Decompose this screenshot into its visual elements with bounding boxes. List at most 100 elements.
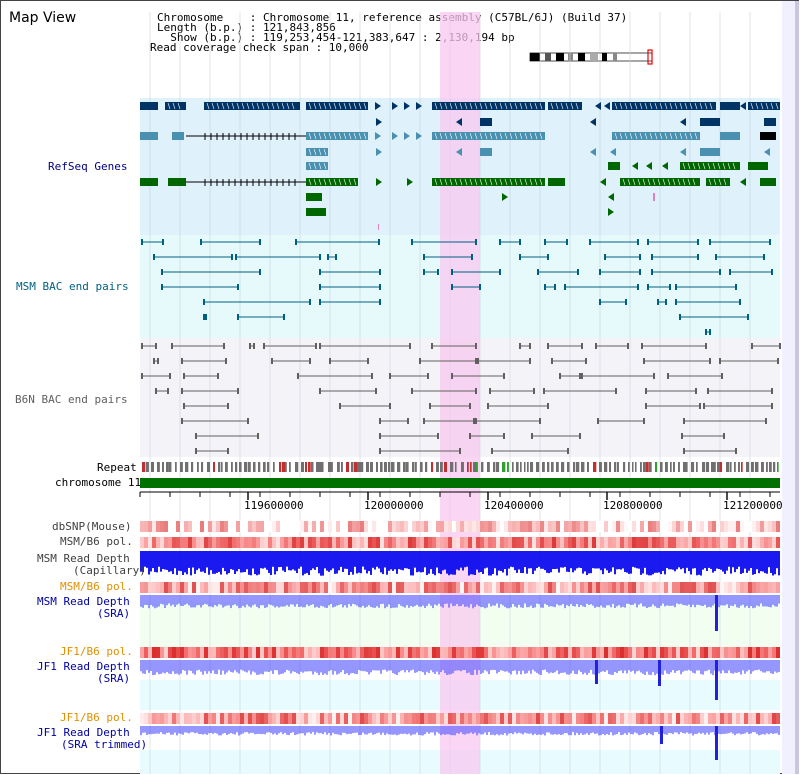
bac-end-pair[interactable] bbox=[604, 254, 641, 260]
gene-arrow[interactable] bbox=[610, 148, 616, 156]
bac-end-pair[interactable] bbox=[411, 388, 477, 394]
gene-arrow[interactable] bbox=[662, 162, 668, 170]
gene-arrow[interactable] bbox=[375, 132, 381, 140]
gene-arrow[interactable] bbox=[404, 102, 410, 110]
gene-feature[interactable] bbox=[612, 132, 700, 140]
gene-arrow[interactable] bbox=[376, 118, 382, 126]
gene-feature[interactable] bbox=[140, 132, 158, 140]
bac-end-pair[interactable] bbox=[641, 343, 707, 349]
gene-feature[interactable] bbox=[612, 102, 716, 110]
bac-end-pair[interactable] bbox=[183, 403, 229, 409]
bac-end-pair[interactable] bbox=[519, 343, 531, 349]
bac-end-pair[interactable] bbox=[707, 388, 773, 394]
bac-end-pair[interactable] bbox=[451, 284, 481, 290]
gene-arrow[interactable] bbox=[416, 132, 422, 140]
bac-end-pair[interactable] bbox=[153, 358, 159, 364]
bac-end-pair[interactable] bbox=[729, 269, 773, 275]
repeat-track[interactable] bbox=[142, 462, 779, 472]
bac-end-pair[interactable] bbox=[469, 433, 505, 439]
bac-end-pair[interactable] bbox=[423, 418, 475, 424]
gene-arrow[interactable] bbox=[392, 132, 398, 140]
gene-arrow[interactable] bbox=[604, 102, 610, 110]
bac-end-pair[interactable] bbox=[271, 358, 311, 364]
polymorphism-heat-track[interactable] bbox=[140, 582, 780, 593]
bac-end-pair[interactable] bbox=[657, 299, 667, 305]
bac-end-pair[interactable] bbox=[543, 388, 617, 394]
gene-arrow[interactable] bbox=[680, 148, 686, 156]
read-depth-track[interactable] bbox=[140, 595, 780, 631]
bac-end-pair[interactable] bbox=[595, 343, 629, 349]
gene-feature[interactable] bbox=[432, 178, 545, 186]
bac-end-pair[interactable] bbox=[195, 448, 229, 454]
gene-feature[interactable] bbox=[306, 132, 368, 140]
read-depth-track[interactable] bbox=[140, 660, 780, 700]
bac-end-pair[interactable] bbox=[319, 388, 377, 394]
msm-bac-track[interactable] bbox=[141, 239, 773, 335]
gene-feature[interactable] bbox=[140, 102, 158, 110]
gene-feature[interactable] bbox=[748, 162, 768, 170]
bac-end-pair[interactable] bbox=[161, 269, 261, 275]
gene-arrow[interactable] bbox=[608, 208, 614, 216]
gene-arrow[interactable] bbox=[646, 162, 652, 170]
bac-end-pair[interactable] bbox=[249, 343, 255, 349]
bac-end-pair[interactable] bbox=[423, 269, 439, 275]
gene-feature[interactable] bbox=[680, 162, 740, 170]
bac-end-pair[interactable] bbox=[647, 239, 699, 245]
bac-end-pair[interactable] bbox=[564, 284, 639, 290]
gene-arrow[interactable] bbox=[502, 193, 508, 201]
gene-arrow[interactable] bbox=[376, 148, 382, 156]
gene-feature[interactable] bbox=[172, 132, 184, 140]
bac-end-pair[interactable] bbox=[681, 433, 725, 439]
bac-end-pair[interactable] bbox=[237, 314, 285, 320]
bac-end-pair[interactable] bbox=[451, 373, 505, 379]
gene-feature[interactable] bbox=[720, 132, 740, 140]
bac-end-pair[interactable] bbox=[477, 358, 531, 364]
gene-feature[interactable] bbox=[620, 178, 700, 186]
b6n-bac-track[interactable] bbox=[141, 343, 781, 454]
gene-feature[interactable] bbox=[432, 132, 545, 140]
gene-feature[interactable] bbox=[700, 118, 720, 126]
gene-arrow[interactable] bbox=[456, 118, 462, 126]
gene-arrow[interactable] bbox=[632, 162, 638, 170]
polymorphism-heat-track[interactable] bbox=[140, 521, 780, 532]
gene-feature[interactable] bbox=[306, 148, 328, 156]
bac-end-pair[interactable] bbox=[719, 358, 779, 364]
bac-end-pair[interactable] bbox=[141, 373, 171, 379]
gene-feature[interactable] bbox=[306, 208, 326, 216]
bac-end-pair[interactable] bbox=[141, 239, 164, 245]
bac-end-pair[interactable] bbox=[489, 388, 535, 394]
gene-arrow[interactable] bbox=[590, 148, 596, 156]
bac-end-pair[interactable] bbox=[475, 418, 541, 424]
bac-end-pair[interactable] bbox=[327, 254, 337, 260]
bac-end-pair[interactable] bbox=[544, 239, 568, 245]
gene-arrow[interactable] bbox=[456, 148, 462, 156]
gene-arrow[interactable] bbox=[404, 132, 410, 140]
bac-end-pair[interactable] bbox=[599, 299, 627, 305]
bac-end-pair[interactable] bbox=[195, 433, 259, 439]
bac-end-pair[interactable] bbox=[705, 329, 711, 335]
bac-end-pair[interactable] bbox=[297, 373, 373, 379]
gene-feature[interactable] bbox=[700, 148, 720, 156]
gene-arrow[interactable] bbox=[764, 148, 770, 156]
gene-arrow[interactable] bbox=[375, 102, 381, 110]
bac-end-pair[interactable] bbox=[329, 358, 369, 364]
gene-feature[interactable] bbox=[706, 178, 730, 186]
bac-end-pair[interactable] bbox=[499, 239, 521, 245]
bac-end-pair[interactable] bbox=[411, 239, 477, 245]
gene-feature[interactable] bbox=[608, 162, 620, 170]
bac-end-pair[interactable] bbox=[715, 254, 765, 260]
bac-end-pair[interactable] bbox=[419, 358, 477, 364]
gene-arrow[interactable] bbox=[595, 102, 601, 110]
bac-end-pair[interactable] bbox=[141, 343, 157, 349]
bac-end-pair[interactable] bbox=[651, 269, 721, 275]
gene-arrow[interactable] bbox=[740, 102, 746, 110]
highlight-region[interactable] bbox=[440, 12, 480, 774]
gene-feature[interactable] bbox=[306, 102, 368, 110]
refseq-genes-track[interactable] bbox=[140, 102, 780, 230]
gene-feature[interactable] bbox=[760, 178, 776, 186]
bac-end-pair[interactable] bbox=[339, 403, 391, 409]
bac-end-pair[interactable] bbox=[645, 403, 701, 409]
bac-end-pair[interactable] bbox=[551, 358, 587, 364]
gene-feature[interactable] bbox=[204, 102, 300, 110]
gene-feature[interactable] bbox=[760, 132, 776, 140]
